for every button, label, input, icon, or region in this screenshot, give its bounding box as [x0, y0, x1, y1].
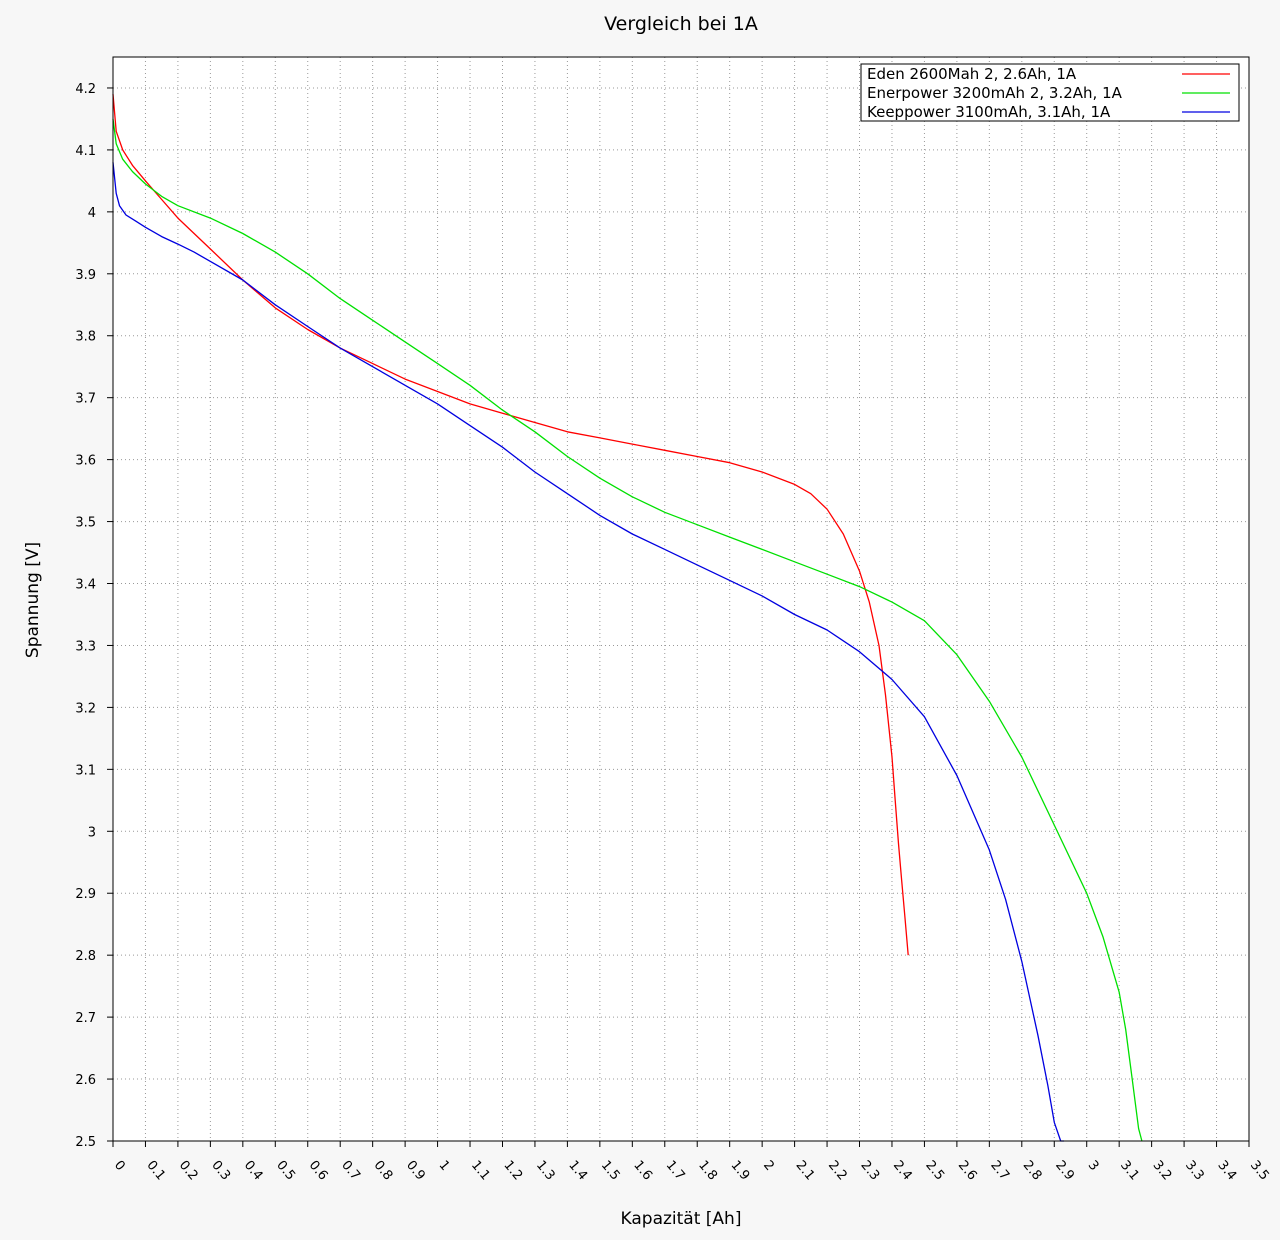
plot-area — [113, 57, 1249, 1141]
chart-title: Vergleich bei 1A — [604, 13, 758, 35]
y-tick-label: 3.6 — [75, 454, 96, 469]
y-tick-label: 2.7 — [75, 1011, 96, 1026]
x-axis-title: Kapazität [Ah] — [621, 1209, 742, 1229]
series-layer — [112, 94, 1143, 1142]
y-tick-label: 3 — [88, 825, 96, 840]
y-tick-label: 3.2 — [75, 701, 96, 716]
y-tick-label: 2.8 — [75, 949, 96, 964]
y-tick-label: 3.4 — [75, 578, 96, 593]
y-tick-label: 3.5 — [75, 516, 96, 531]
legend-label-2: Enerpower 3200mAh 2, 3.2Ah, 1A — [867, 84, 1123, 102]
y-tick-label: 4.2 — [75, 82, 96, 97]
legend-label-1: Eden 2600Mah 2, 2.6Ah, 1A — [867, 65, 1077, 83]
grid — [113, 57, 1249, 1141]
y-tick-label: 2.9 — [75, 887, 96, 902]
y-tick-label: 2.6 — [75, 1073, 96, 1088]
y-ticks: 2.5 2.6 2.7 2.8 2.9 3 3.1 3.2 3.3 3.4 3.5 3.6 3.7 3.8… — [75, 82, 113, 1150]
y-tick-label: 2.5 — [75, 1135, 96, 1150]
y-tick-label: 3.9 — [75, 268, 96, 283]
y-tick-label: 3.7 — [75, 392, 96, 407]
plot-frame — [112, 56, 1250, 1142]
y-tick-label: 3.1 — [75, 763, 96, 778]
y-tick-label: 4.1 — [75, 144, 96, 159]
legend-box — [860, 63, 1240, 122]
series-line-1 — [112, 94, 909, 956]
y-tick-label: 3.3 — [75, 639, 96, 654]
series-line-2 — [112, 118, 1143, 1142]
y-axis-title: Spannung [V] — [23, 542, 43, 658]
y-tick-label: 4 — [88, 206, 96, 221]
series-line-3 — [112, 162, 1064, 1142]
y-tick-label: 3.8 — [75, 330, 96, 345]
legend-label-3: Keeppower 3100mAh, 3.1Ah, 1A — [867, 103, 1111, 121]
